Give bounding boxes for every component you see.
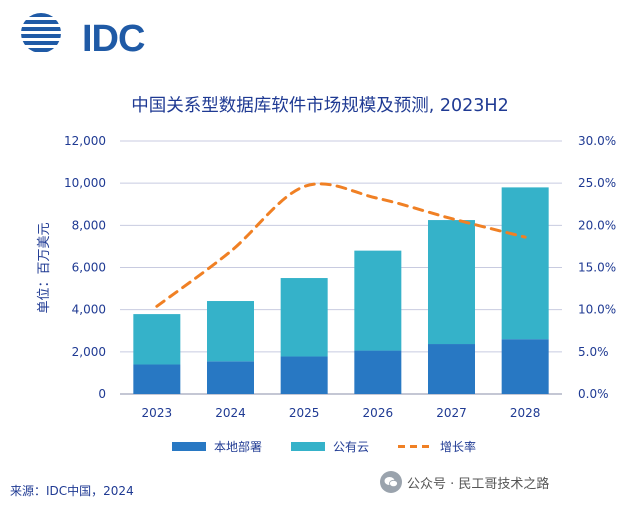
y2-tick-label: 20.0% [578, 218, 616, 232]
y2-tick-label: 25.0% [578, 176, 616, 190]
bar-on-premise [501, 339, 549, 394]
y2-tick-label: 30.0% [578, 134, 616, 148]
legend-on-premise-swatch [172, 442, 206, 451]
y-tick-label: 4,000 [72, 303, 106, 317]
legend-public-cloud-swatch [291, 442, 325, 451]
bar-on-premise [354, 350, 402, 394]
bar-on-premise [280, 356, 328, 394]
bar-public-cloud [428, 220, 475, 345]
legend-public-cloud-label: 公有云 [333, 440, 369, 454]
y-axis-label: 单位：百万美元 [37, 222, 52, 313]
legend-on-premise-label: 本地部署 [214, 439, 262, 454]
source-note: 来源：IDC中国，2024 [10, 484, 134, 498]
y-tick-label: 0 [98, 387, 106, 401]
x-tick-label: 2024 [215, 406, 246, 420]
chart-title: 中国关系型数据库软件市场规模及预测, 2023H2 [131, 96, 509, 116]
y-tick-label: 2,000 [72, 345, 106, 359]
globe-icon [21, 13, 61, 52]
bar-public-cloud [501, 187, 549, 340]
bar-public-cloud [280, 278, 328, 357]
x-tick-label: 2027 [436, 406, 467, 420]
bar-public-cloud [133, 314, 181, 365]
chart-area: 0 2,000 4,000 6,000 8,000 10,000 12,000 0.0% 5.0… [37, 134, 616, 454]
bar-on-premise [428, 344, 475, 394]
x-tick-label: 2026 [363, 406, 394, 420]
watermark: 公众号 · 民工哥技术之路 [380, 471, 549, 493]
bar-public-cloud [207, 301, 254, 362]
y-tick-label: 12,000 [64, 134, 106, 148]
growth-rate-line [155, 182, 527, 308]
x-tick-label: 2028 [510, 406, 541, 420]
watermark-text: 公众号 · 民工哥技术之路 [407, 476, 550, 492]
y2-tick-label: 10.0% [578, 303, 616, 317]
wechat-icon [380, 471, 402, 493]
y-tick-label: 10,000 [64, 176, 106, 190]
logo-text: IDC [82, 18, 145, 60]
bar-on-premise [133, 364, 181, 394]
y2-tick-label: 15.0% [578, 261, 616, 275]
y-tick-label: 6,000 [72, 261, 106, 275]
x-tick-label: 2023 [142, 406, 173, 420]
bar-on-premise [207, 361, 254, 394]
idc-logo: IDC [20, 12, 150, 60]
x-tick-label: 2025 [289, 406, 320, 420]
y2-tick-label: 0.0% [578, 387, 609, 401]
y2-tick-label: 5.0% [578, 345, 609, 359]
legend-growth-rate-label: 增长率 [440, 439, 476, 454]
y-tick-label: 8,000 [72, 218, 106, 232]
bar-public-cloud [354, 250, 402, 351]
